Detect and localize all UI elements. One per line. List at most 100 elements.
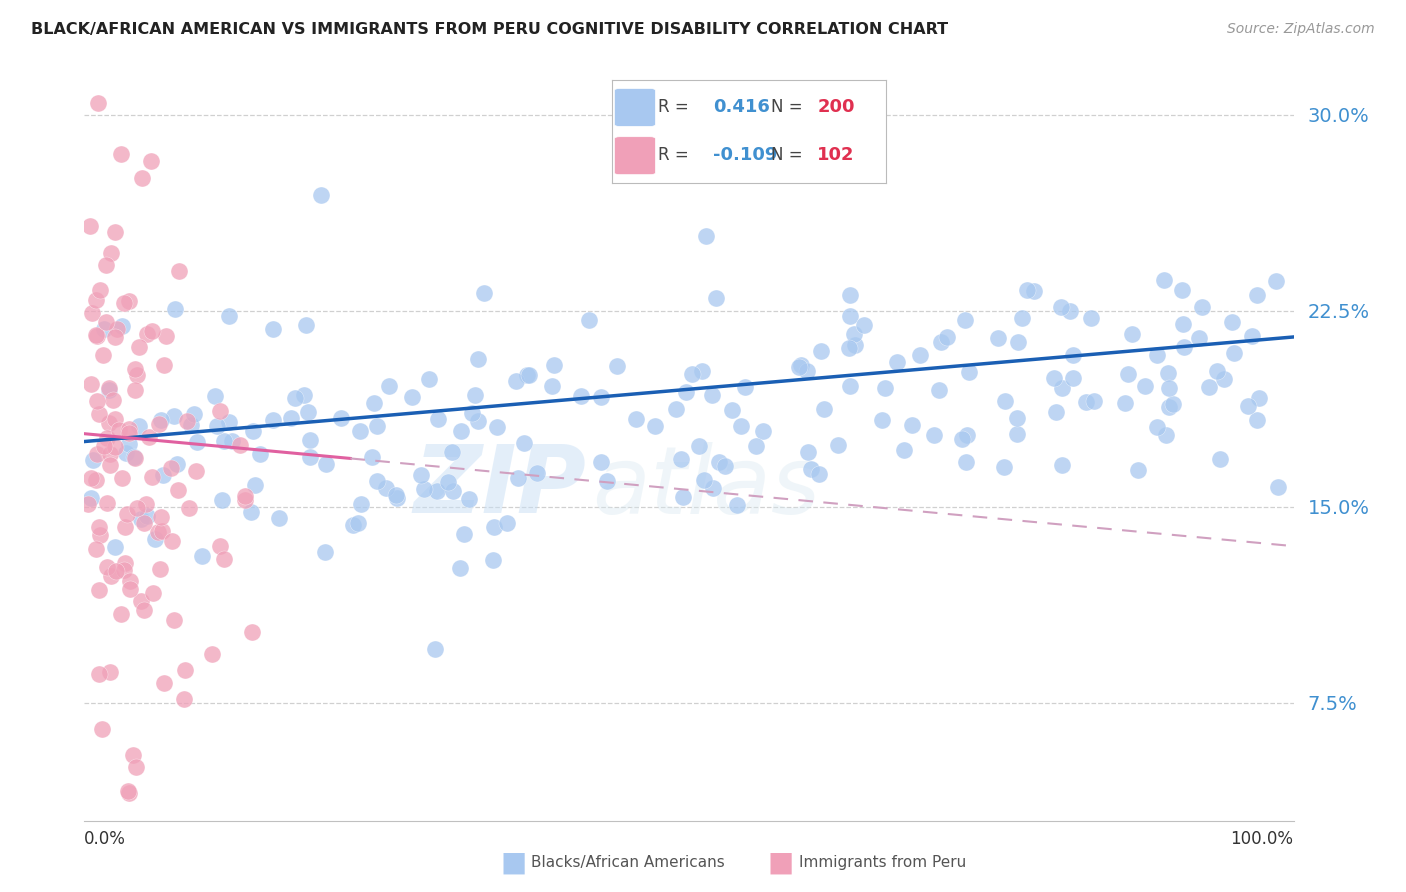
Point [441, 484, 464, 499]
Text: 200: 200 [817, 98, 855, 116]
Point [105, 322, 128, 336]
Point [787, 359, 810, 374]
Point [541, 379, 564, 393]
Point [441, 445, 464, 459]
Point [138, 430, 160, 444]
Point [517, 368, 540, 383]
Point [1157, 367, 1180, 381]
FancyBboxPatch shape [614, 136, 655, 175]
Point [1083, 393, 1105, 408]
Point [207, 419, 229, 434]
Point [671, 451, 693, 466]
Point [233, 489, 256, 503]
Point [112, 296, 135, 310]
Point [262, 413, 284, 427]
Point [418, 372, 440, 386]
Point [360, 450, 382, 464]
Point [96, 431, 118, 445]
Point [994, 394, 1017, 409]
Point [186, 434, 208, 449]
Point [128, 340, 150, 354]
Point [695, 229, 717, 244]
Point [725, 498, 748, 512]
Point [315, 457, 337, 471]
Point [813, 401, 835, 416]
Point [1114, 396, 1136, 410]
Point [872, 412, 894, 426]
Text: Immigrants from Peru: Immigrants from Peru [799, 855, 966, 870]
Point [374, 481, 396, 495]
Point [505, 374, 527, 388]
Point [886, 354, 908, 368]
Point [149, 509, 172, 524]
Point [104, 411, 127, 425]
Point [118, 421, 141, 435]
Point [212, 552, 235, 566]
Point [98, 458, 121, 472]
Point [86, 329, 108, 343]
Point [93, 322, 115, 336]
Point [80, 305, 103, 319]
Point [86, 328, 108, 343]
Point [844, 338, 866, 352]
Point [173, 692, 195, 706]
Point [155, 328, 177, 343]
Point [166, 483, 188, 497]
Point [104, 329, 127, 343]
Point [839, 287, 862, 301]
Point [186, 464, 208, 478]
Point [96, 496, 118, 510]
Point [842, 326, 865, 341]
Point [118, 786, 141, 800]
Point [122, 450, 145, 464]
Point [1146, 419, 1168, 434]
Point [1240, 328, 1263, 343]
Point [516, 368, 538, 383]
Point [191, 549, 214, 564]
Point [690, 364, 713, 378]
Point [131, 170, 153, 185]
Point [104, 440, 127, 454]
Point [104, 564, 127, 578]
Point [118, 582, 141, 596]
Point [1059, 304, 1081, 318]
Point [91, 722, 114, 736]
Point [347, 516, 370, 531]
Point [249, 447, 271, 461]
Point [672, 491, 695, 505]
Text: 102: 102 [817, 146, 855, 164]
Point [413, 482, 436, 496]
Point [240, 625, 263, 640]
Point [117, 783, 139, 797]
Point [578, 313, 600, 327]
Point [366, 474, 388, 488]
Point [467, 415, 489, 429]
Point [111, 318, 134, 333]
Point [474, 285, 496, 300]
Point [209, 403, 232, 417]
Point [1050, 381, 1073, 395]
Point [692, 473, 714, 487]
Point [702, 481, 724, 495]
Point [204, 389, 226, 403]
Point [467, 352, 489, 367]
Point [1209, 452, 1232, 467]
Text: N =: N = [770, 146, 807, 164]
Point [141, 470, 163, 484]
Point [262, 322, 284, 336]
Text: Blacks/African Americans: Blacks/African Americans [531, 855, 725, 870]
Text: R =: R = [658, 146, 695, 164]
Point [148, 525, 170, 540]
Point [1017, 283, 1039, 297]
Point [159, 460, 181, 475]
Point [117, 294, 139, 309]
Point [149, 562, 172, 576]
Point [124, 383, 146, 397]
Text: -0.109: -0.109 [713, 146, 778, 164]
Point [177, 501, 200, 516]
Point [1043, 371, 1066, 385]
Point [350, 497, 373, 511]
Point [1206, 363, 1229, 377]
Point [484, 520, 506, 534]
Point [707, 455, 730, 469]
